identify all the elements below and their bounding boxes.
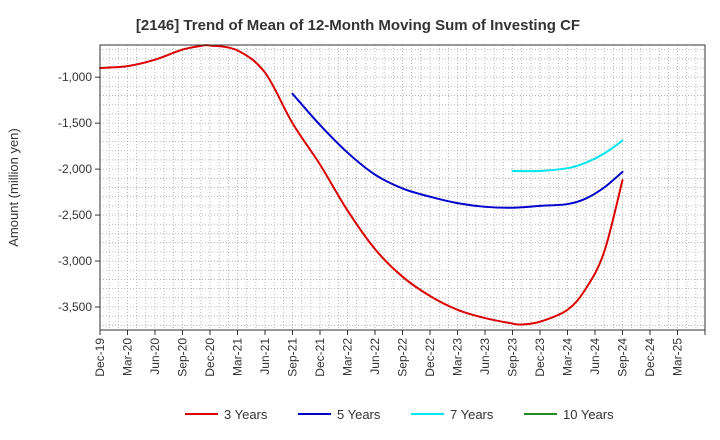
x-tick-label: Dec-23 [533,338,547,377]
series-line-5-years [291,92,624,209]
x-tick-label: Sep-23 [506,338,520,377]
x-tick-label: Jun-21 [258,338,272,375]
y-axis: -1,000 -1,500 -2,000 -2,500 -3,000 -3,500 [58,70,100,314]
x-tick-label: Mar-21 [231,338,245,376]
y-axis-label: Amount (million yen) [6,128,21,247]
x-tick-label: Sep-21 [286,338,300,377]
legend-label-5-years: 5 Years [337,407,381,422]
legend-label-10-years: 10 Years [563,407,614,422]
legend-label-3-years: 3 Years [224,407,268,422]
x-tick-label: Mar-24 [561,338,575,376]
x-tick-label: Jun-20 [148,338,162,375]
grid-lines [100,45,705,330]
x-tick-label: Sep-20 [176,338,190,377]
x-tick-label: Dec-19 [93,338,107,377]
x-axis: Dec-19 Mar-20 Jun-20 Sep-20 Dec-20 Mar-21 Jun-… [93,330,706,377]
series-line-7-years [511,139,624,173]
series-layer [99,44,624,326]
x-tick-label: Mar-20 [121,338,135,376]
series-line-3-years [99,44,624,326]
x-tick-label: Mar-23 [451,338,465,376]
legend-label-7-years: 7 Years [450,407,494,422]
y-tick-label: -2,000 [58,162,92,176]
x-tick-label: Sep-24 [616,338,630,377]
y-tick-label: -1,000 [58,70,92,84]
y-tick-label: -2,500 [58,208,92,222]
x-tick-label: Dec-24 [643,338,657,377]
x-tick-label: Jun-23 [478,338,492,375]
y-tick-label: -3,500 [58,300,92,314]
x-tick-label: Jun-22 [368,338,382,375]
y-tick-label: -3,000 [58,254,92,268]
x-tick-label: Jun-24 [588,338,602,375]
chart-title: [2146] Trend of Mean of 12-Month Moving … [136,17,580,34]
x-tick-label: Dec-20 [203,338,217,377]
x-tick-label: Dec-21 [313,338,327,377]
x-tick-label: Sep-22 [396,338,410,377]
legend: 3 Years 5 Years 7 Years 10 Years [185,407,614,422]
y-tick-label: -1,500 [58,116,92,130]
x-tick-label: Dec-22 [423,338,437,377]
x-tick-label: Mar-22 [341,338,355,376]
x-tick-label: Mar-25 [671,338,685,376]
